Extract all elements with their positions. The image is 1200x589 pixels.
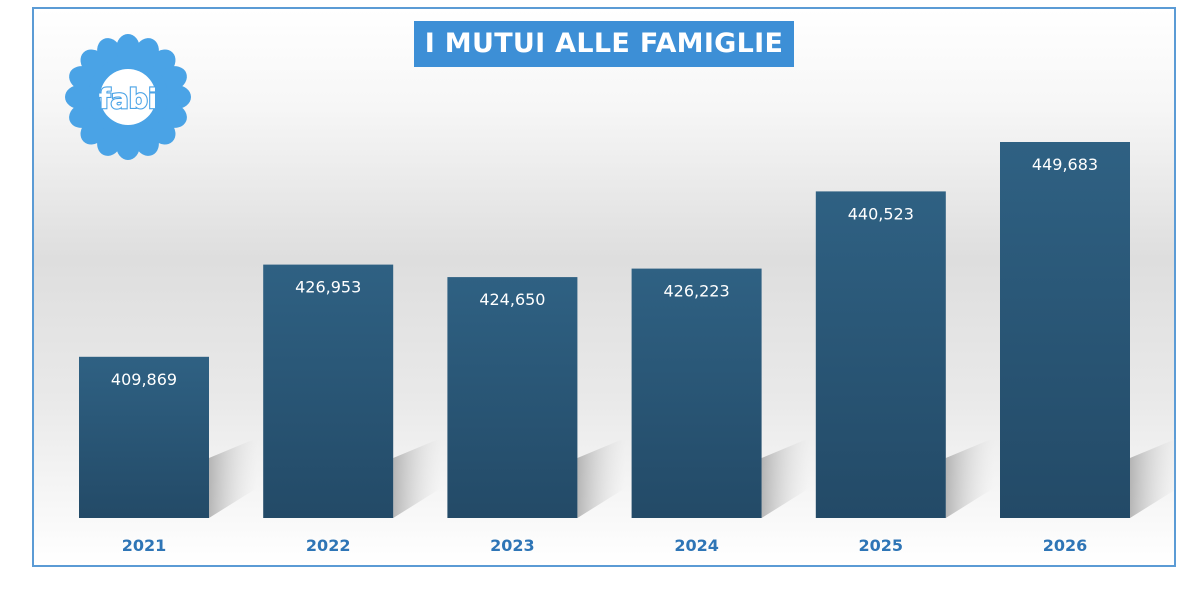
- value-labels: 409,869 426,953 424,650 426,223 440,523 449,6…: [111, 155, 1098, 389]
- chart-title: I MUTUI ALLE FAMIGLIE: [414, 21, 794, 67]
- bar-2026: [1000, 142, 1130, 518]
- logo-center: [100, 69, 156, 125]
- value-label-2022: 426,953: [295, 278, 361, 297]
- category-label-2021: 2021: [122, 536, 167, 555]
- bar-shadow: [393, 438, 442, 518]
- bar-2022: [263, 264, 394, 518]
- bar-shadows: [209, 438, 1178, 518]
- bar-2024: [631, 268, 762, 518]
- logo-text: fabi: [99, 84, 158, 115]
- bar-shadow: [945, 438, 994, 518]
- flower-petals-icon: [65, 34, 191, 160]
- bar-shadow: [1130, 438, 1178, 518]
- bar-2025: [815, 191, 946, 518]
- bar-shadow: [577, 438, 626, 518]
- category-label-2023: 2023: [490, 536, 535, 555]
- fabi-logo: fabi: [65, 34, 191, 160]
- category-label-2025: 2025: [859, 536, 904, 555]
- value-label-2026: 449,683: [1032, 155, 1098, 174]
- bar-2023: [447, 277, 578, 518]
- value-label-2023: 424,650: [479, 290, 545, 309]
- category-label-2022: 2022: [306, 536, 351, 555]
- bar-shadow: [209, 438, 257, 518]
- bar-2021: [79, 356, 209, 518]
- value-label-2025: 440,523: [848, 204, 914, 223]
- bars: [79, 142, 1130, 518]
- category-label-2026: 2026: [1043, 536, 1088, 555]
- value-label-2024: 426,223: [664, 282, 730, 301]
- category-label-2024: 2024: [674, 536, 719, 555]
- value-label-2021: 409,869: [111, 370, 177, 389]
- category-labels: 2021 2022 2023 2024 2025 2026: [122, 536, 1088, 555]
- bar-shadow: [761, 438, 810, 518]
